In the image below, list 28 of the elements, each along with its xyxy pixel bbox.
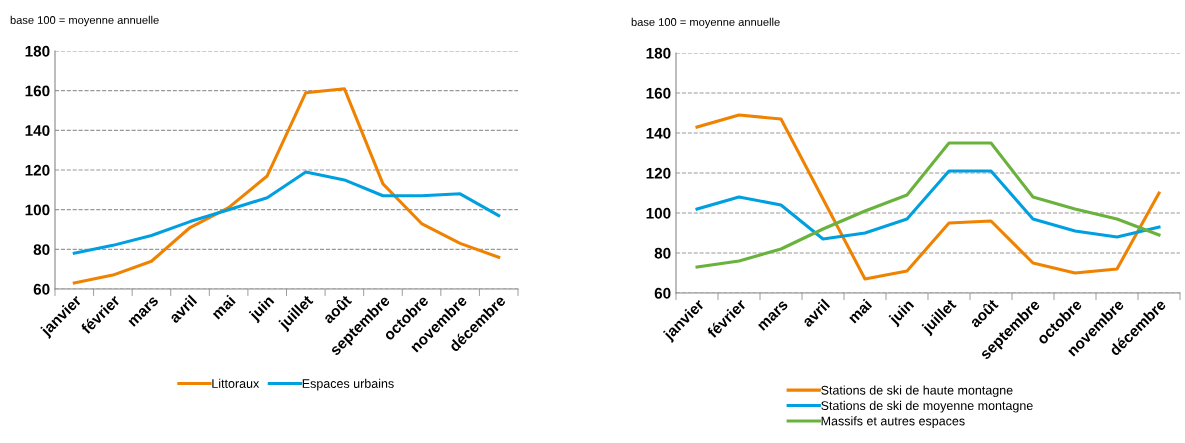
y-tick-label: 160 <box>646 87 671 99</box>
y-tick-label: 100 <box>646 207 671 219</box>
legend-label: Espaces urbains <box>302 378 394 391</box>
legend-label: Stations de ski de haute montagne <box>821 385 1013 398</box>
y-tick-label: 100 <box>25 204 50 216</box>
y-tick-label: 140 <box>646 127 671 139</box>
line-series <box>695 141 1161 269</box>
y-tick-label: 80 <box>33 244 50 256</box>
line-series <box>72 170 501 255</box>
y-tick-label: 60 <box>33 283 50 295</box>
legend-label: Massifs et autres espaces <box>821 416 965 428</box>
x-tick-label: mai <box>847 298 873 324</box>
y-tick-label: 160 <box>25 85 50 97</box>
legend-label: Stations de ski de moyenne montagne <box>821 400 1033 413</box>
legend-label: Littoraux <box>212 378 260 388</box>
line-series <box>72 87 501 285</box>
line-series <box>695 169 1161 241</box>
text: base 100 = moyenne annuelle <box>631 17 780 29</box>
x-tick-label: mai <box>210 294 236 320</box>
line-series <box>695 113 1161 281</box>
y-tick-label: 60 <box>654 287 671 299</box>
y-tick-label: 120 <box>25 164 50 176</box>
text: base 100 = moyenne annuelle <box>10 15 159 27</box>
y-tick-label: 180 <box>646 47 671 59</box>
y-tick-label: 140 <box>25 125 50 137</box>
y-tick-label: 180 <box>25 45 50 57</box>
y-tick-label: 120 <box>646 167 671 179</box>
y-tick-label: 80 <box>654 247 671 259</box>
